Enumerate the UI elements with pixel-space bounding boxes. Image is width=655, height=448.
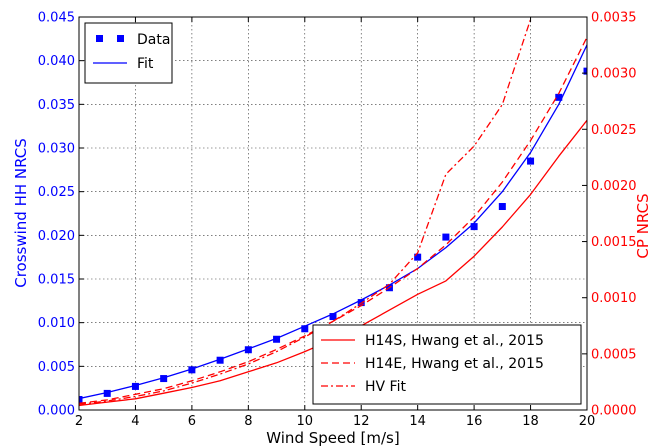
x-tick-label: 10 [297,414,314,429]
x-axis-label: Wind Speed [m/s] [266,429,399,447]
series-line-hv-fit [79,17,533,406]
left-legend-box [84,22,173,84]
series-line-fit [79,44,587,400]
right-y-tick-label: 0.0020 [591,179,637,194]
data-point [498,203,506,211]
left-y-tick-label: 0.000 [38,404,75,419]
legend-label-fit: Fit [137,56,154,72]
x-tick-label: 20 [579,414,596,429]
data-point [79,396,83,404]
series-layer [79,17,587,407]
data-point [583,67,587,75]
left-legend: Data Fit [84,22,173,84]
left-y-tick-label: 0.015 [38,273,75,288]
right-y-tick-label: 0.0015 [591,235,637,250]
series-line-h14e-hwang-et-al-2015 [79,36,587,404]
legend-marker-data [96,35,103,42]
data-point [131,382,139,390]
left-y-tick-label: 0.025 [38,185,75,200]
left-y-tick-label: 0.040 [38,54,75,69]
x-tick-label: 4 [131,414,139,429]
x-tick-label: 2 [75,414,83,429]
legend-label-h14s: H14S, Hwang et al., 2015 [365,333,544,349]
x-tick-label: 6 [188,414,196,429]
right-y-tick-label: 0.0005 [591,347,637,362]
data-point [414,253,422,261]
right-y-tick-label: 0.0035 [591,11,637,26]
data-point [470,223,478,231]
left-y-axis: 0.000 0.005 0.010 0.015 0.020 0.025 0.030 0.035… [38,11,84,419]
plot-frame [78,16,588,411]
legend-marker-data [117,35,124,42]
left-y-tick-label: 0.005 [38,360,75,375]
data-point [244,346,252,354]
right-y-tick-label: 0.0000 [591,404,637,419]
data-point [329,313,337,321]
data-point [527,157,535,165]
data-point [216,356,224,364]
x-tick-label: 16 [466,414,483,429]
legend-label-data: Data [137,32,170,48]
right-y-tick-label: 0.0010 [591,291,637,306]
left-y-tick-label: 0.045 [38,11,75,26]
data-point [442,233,450,241]
legend-label-h14e: H14E, Hwang et al., 2015 [365,356,544,372]
data-point [555,93,563,101]
data-point [188,366,196,374]
left-y-tick-label: 0.030 [38,142,75,157]
left-y-tick-label: 0.020 [38,229,75,244]
left-y-axis-label: Crosswind HH NRCS [12,138,30,288]
data-point [273,335,281,343]
x-tick-label: 14 [409,414,426,429]
data-point [301,325,309,333]
x-tick-label: 18 [522,414,539,429]
data-point [103,389,111,397]
x-tick-label: 12 [353,414,370,429]
right-legend-box [312,324,582,405]
data-point [160,375,168,383]
left-y-tick-label: 0.035 [38,98,75,113]
right-legend: H14S, Hwang et al., 2015 H14E, Hwang et … [312,324,582,405]
right-y-tick-label: 0.0025 [591,123,637,138]
x-tick-label: 8 [244,414,252,429]
x-axis: 2 4 6 8 10 12 14 16 18 20 [75,17,595,429]
right-y-axis-label: CP NRCS [634,193,652,258]
left-y-tick-label: 0.010 [38,316,75,331]
legend-label-hvfit: HV Fit [365,379,406,395]
right-y-tick-label: 0.0030 [591,67,637,82]
right-y-axis: 0.0000 0.0005 0.0010 0.0015 0.0020 0.0025 0.00… [582,11,637,419]
